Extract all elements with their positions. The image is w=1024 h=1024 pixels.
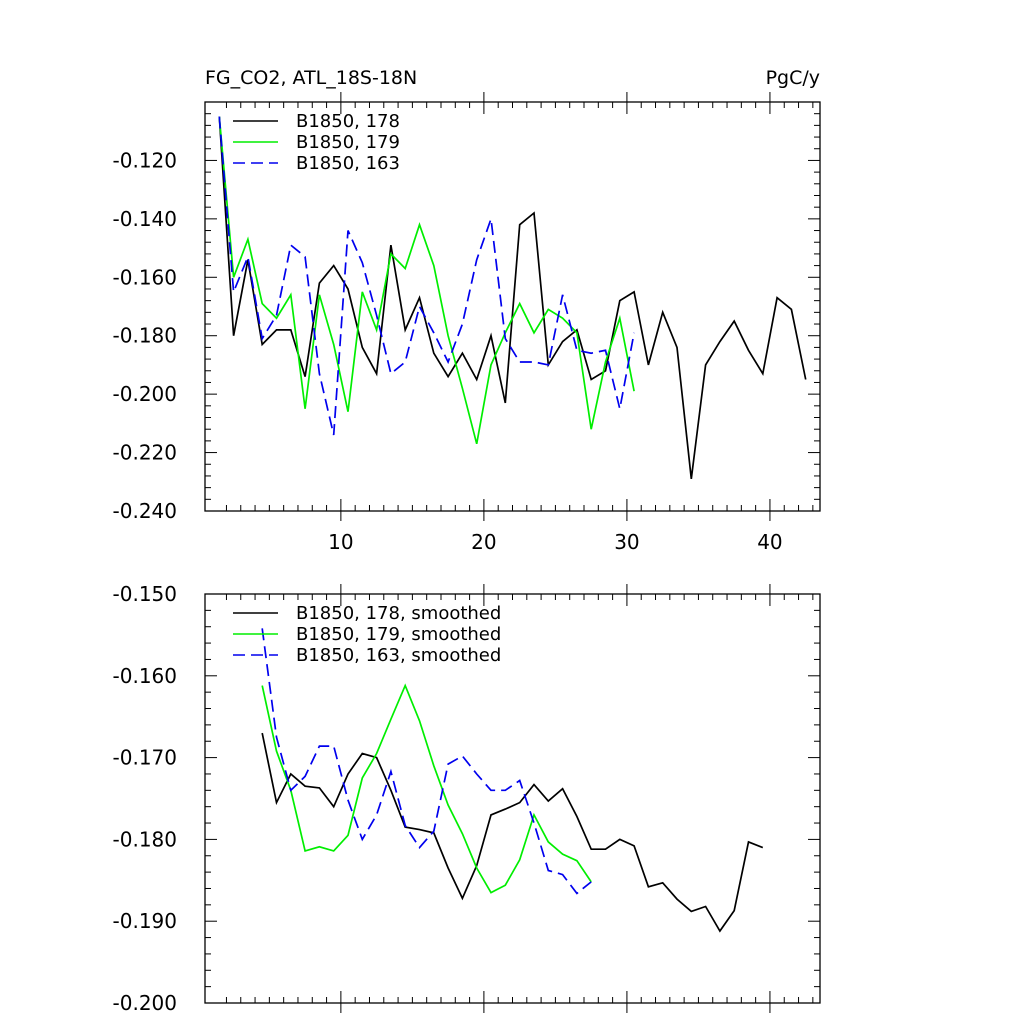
y-tick-label: -0.240 (113, 499, 177, 523)
y-tick-label: -0.160 (113, 265, 177, 289)
y-tick-label: -0.200 (113, 991, 177, 1015)
series-lines (218, 116, 807, 480)
series-line (261, 732, 764, 933)
y-tick-label: -0.140 (113, 207, 177, 231)
tick-labels: 10 20 30 40 -0.120 -0.140 -0.160 -0.180 -0.200 -0… (113, 148, 783, 554)
series-line (261, 683, 592, 894)
y-tick-label: -0.160 (113, 664, 177, 688)
y-tick-label: -0.170 (113, 746, 177, 770)
legend-label: B1850, 179 (296, 132, 400, 153)
legend-label: B1850, 178 (296, 111, 400, 132)
x-tick-label: 40 (757, 530, 782, 554)
y-tick-label: -0.180 (113, 324, 177, 348)
top-panel: FG_CO2, ATL_18S-18N PgC/y 10 20 30 40 -0.120… (113, 67, 821, 554)
bottom-panel: -0.150 -0.160 -0.170 -0.180 -0.190 -0.200 B18… (113, 582, 821, 1015)
series-line (218, 116, 807, 480)
y-tick-label: -0.200 (113, 382, 177, 406)
tick-marks (205, 584, 820, 1013)
legend-label: B1850, 163, smoothed (296, 645, 501, 666)
legend-label: B1850, 179, smoothed (296, 624, 501, 645)
legend-label: B1850, 178, smoothed (296, 603, 501, 624)
legend-label: B1850, 163 (296, 153, 400, 174)
series-line (218, 116, 635, 445)
y-tick-label: -0.120 (113, 148, 177, 172)
tick-marks (205, 92, 820, 521)
y-tick-label: -0.150 (113, 582, 177, 606)
series-lines (261, 628, 764, 933)
tick-labels: -0.150 -0.160 -0.170 -0.180 -0.190 -0.200 (113, 582, 177, 1015)
panel-right-title: PgC/y (766, 67, 820, 89)
x-tick-label: 20 (471, 530, 496, 554)
series-line (261, 628, 592, 895)
x-tick-label: 30 (614, 530, 639, 554)
y-tick-label: -0.190 (113, 909, 177, 933)
panel-left-title: FG_CO2, ATL_18S-18N (205, 67, 417, 89)
x-tick-label: 10 (328, 530, 353, 554)
series-line (218, 116, 635, 436)
y-tick-label: -0.180 (113, 827, 177, 851)
y-tick-label: -0.220 (113, 441, 177, 465)
